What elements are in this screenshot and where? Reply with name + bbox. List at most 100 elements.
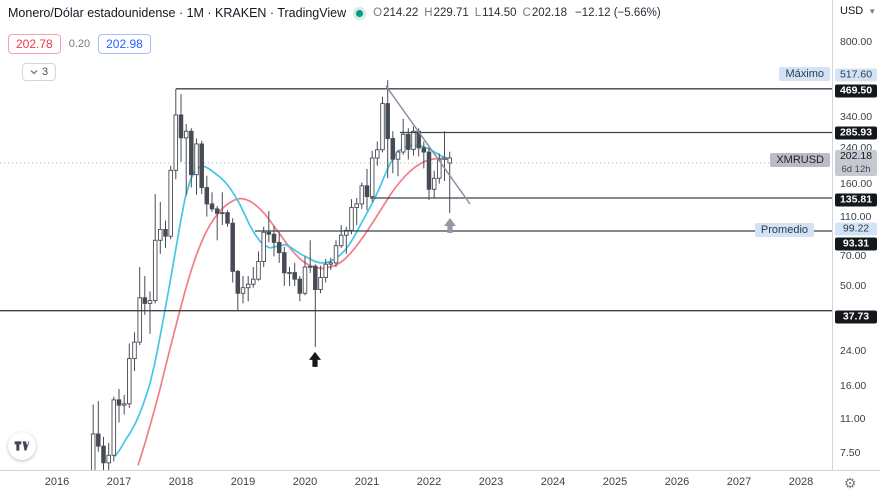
candle-body	[163, 229, 168, 237]
candle-body	[364, 185, 370, 198]
price-tick: 50.00	[840, 279, 867, 292]
gear-icon[interactable]: ⚙	[843, 475, 857, 491]
arrow-up-marker[interactable]	[309, 351, 321, 367]
price-badge-285.93: 285.93	[835, 126, 877, 139]
candle-body	[245, 283, 251, 289]
year-label-2024: 2024	[540, 476, 566, 488]
ma-fast-line	[114, 144, 451, 457]
candlestick-chart-surface[interactable]	[0, 0, 880, 470]
candle-body	[426, 151, 432, 190]
currency-selector[interactable]: USD ▼	[840, 5, 876, 17]
candle-body	[111, 399, 117, 456]
candle-body	[96, 433, 101, 447]
symbol-header: Monero/Dólar estadounidense · 1M · KRAKE…	[8, 6, 661, 20]
descending-trendline[interactable]	[385, 85, 471, 205]
year-label-2027: 2027	[726, 476, 752, 488]
candle-body	[90, 433, 96, 470]
candle-countdown: 6d 12h	[841, 164, 871, 175]
year-label-2022: 2022	[416, 476, 442, 488]
high-value: 229.71	[433, 7, 469, 19]
candle-body	[302, 266, 308, 294]
high-label: H	[424, 7, 433, 19]
price-axis[interactable]: USD ▼ 800.00 340.00 240.00 160.00 110.00 70.0…	[832, 0, 880, 470]
object-tree-toggle-button[interactable]: 3	[22, 63, 57, 81]
market-status-icon	[356, 9, 364, 17]
tv-logo-icon	[14, 441, 30, 451]
candle-body	[318, 277, 323, 290]
chart-label-máximo: Máximo	[779, 67, 830, 82]
candle-body	[328, 262, 334, 265]
candle-body	[292, 272, 297, 280]
candle-body	[282, 252, 287, 274]
price-badge-469.50: 469.50	[835, 84, 877, 98]
tradingview-logo[interactable]	[8, 432, 36, 460]
candle-body	[251, 278, 256, 285]
open-value: 214.22	[383, 7, 419, 19]
candle-body	[354, 203, 359, 208]
candle-body	[437, 158, 442, 179]
arrow-up-marker[interactable]	[444, 218, 456, 234]
year-label-2016: 2016	[44, 476, 70, 488]
candle-body	[235, 270, 241, 294]
candle-body	[152, 239, 158, 302]
candle-body	[307, 265, 313, 268]
candle-body	[369, 157, 375, 198]
bid-price-badge[interactable]: 202.78	[8, 34, 61, 54]
candle-body	[266, 231, 272, 235]
time-axis[interactable]: ⚙ 2016 2017 2018 2019 2020 2021 2022 2023 2024 20…	[0, 470, 880, 495]
year-label-2019: 2019	[230, 476, 256, 488]
symbol-title[interactable]: Monero/Dólar estadounidense · 1M · KRAKE…	[8, 6, 347, 20]
close-value: 202.18	[531, 7, 567, 19]
price-badge-93.31: 93.31	[835, 237, 877, 251]
candle-body	[338, 234, 344, 247]
candle-body	[287, 272, 292, 275]
candle-body	[261, 231, 266, 262]
spread-value: 0.20	[68, 38, 91, 50]
candle-body	[271, 233, 277, 243]
chart-label-promedio: Promedio	[754, 222, 814, 237]
year-label-2028: 2028	[788, 476, 814, 488]
candle-body	[380, 103, 385, 151]
price-tick: 24.00	[840, 344, 867, 357]
candle-body	[204, 187, 210, 205]
candle-body	[137, 297, 142, 343]
year-label-2017: 2017	[106, 476, 132, 488]
year-label-2020: 2020	[292, 476, 318, 488]
candle-body	[106, 454, 111, 464]
price-tick: 800.00	[840, 35, 873, 48]
candle-body	[168, 169, 173, 237]
candle-body	[400, 133, 406, 153]
price-badge-135.81: 135.81	[835, 193, 877, 207]
object-tree-count: 3	[42, 66, 49, 78]
candle-body	[375, 149, 380, 159]
candle-body	[256, 261, 261, 280]
candle-body	[411, 130, 416, 150]
candle-body	[189, 130, 194, 176]
candle-body	[101, 445, 106, 464]
price-badge-202.18: 202.18 6d 12h	[835, 150, 877, 176]
candle-body	[390, 138, 396, 160]
candle-body	[127, 358, 132, 405]
price-tick: 160.00	[840, 177, 873, 190]
bid-ask-row: 202.78 0.20 202.98	[8, 34, 151, 54]
candle-body	[214, 208, 220, 214]
candle-body	[395, 151, 401, 160]
candle-body	[240, 287, 246, 294]
candle-body	[276, 241, 282, 254]
year-label-2018: 2018	[168, 476, 194, 488]
price-tick: 110.00	[840, 210, 872, 223]
candle-body	[132, 341, 137, 360]
low-value: 114.50	[482, 7, 517, 19]
candle-body	[313, 265, 318, 290]
candle-body	[178, 114, 184, 139]
candle-body	[431, 177, 437, 190]
candle-body	[297, 278, 303, 294]
candle-body	[230, 222, 235, 272]
ask-price-badge[interactable]: 202.98	[98, 34, 151, 54]
candle-body	[442, 157, 447, 160]
price-tick: 70.00	[840, 250, 867, 263]
currency-label: USD	[840, 5, 864, 17]
chart-label-xmrusd: XMRUSD	[770, 153, 830, 167]
candle-body	[147, 300, 153, 304]
